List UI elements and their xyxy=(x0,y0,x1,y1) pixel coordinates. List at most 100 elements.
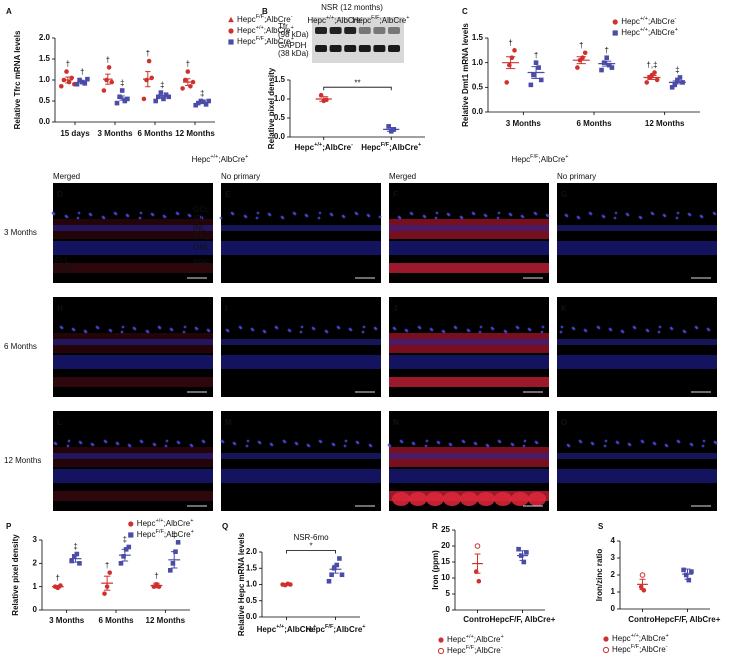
nucleus xyxy=(263,330,267,334)
point xyxy=(161,96,166,102)
nucleus xyxy=(474,442,478,446)
panel-letter: B xyxy=(262,7,268,16)
micrograph xyxy=(51,183,213,283)
legend-label: HepcF/F;AlbCre+ xyxy=(137,529,194,539)
layer-label: GCL xyxy=(193,205,210,214)
text-part: Hepc xyxy=(137,519,156,528)
nucleus xyxy=(479,325,483,329)
band xyxy=(329,45,342,52)
nucleus xyxy=(653,442,657,446)
point xyxy=(516,546,521,552)
annotation: ‡ xyxy=(172,530,176,539)
legend-marker xyxy=(228,16,234,23)
text-part: ;AlbCre xyxy=(333,625,362,634)
ft-l-signal xyxy=(53,377,213,387)
nucleus xyxy=(153,443,157,447)
point xyxy=(504,80,510,85)
y-tick-label: 1.5 xyxy=(472,33,484,42)
dapi-signal xyxy=(389,339,549,345)
nucleus xyxy=(626,213,630,217)
band xyxy=(388,27,400,34)
nucleus xyxy=(484,214,488,218)
layer-label: IPL xyxy=(193,214,206,223)
nucleus xyxy=(478,330,482,334)
nucleus xyxy=(675,216,679,220)
superscript: F/F xyxy=(256,36,265,42)
nucleus xyxy=(695,326,699,330)
superscript: F/F xyxy=(466,645,475,651)
superscript: - xyxy=(666,644,668,650)
nucleus xyxy=(182,330,186,334)
nucleus xyxy=(126,214,130,218)
annotation: † xyxy=(604,46,608,55)
lane-label: HepcF/F;AlbCre+ xyxy=(352,15,409,25)
nucleus xyxy=(658,325,662,329)
column-header: Merged xyxy=(389,172,416,181)
nucleus xyxy=(613,216,617,220)
dapi-signal xyxy=(557,469,717,483)
nucleus xyxy=(577,216,581,220)
band xyxy=(388,45,400,52)
dapi-signal xyxy=(53,453,213,459)
micrograph xyxy=(557,183,717,283)
dapi-signal xyxy=(389,225,549,231)
nucleus xyxy=(646,329,650,333)
nucleus xyxy=(109,329,113,333)
nucleus xyxy=(138,216,142,220)
band xyxy=(358,45,371,52)
point xyxy=(146,58,152,64)
y-tick-label: 1.0 xyxy=(274,94,286,103)
nucleus xyxy=(560,325,564,329)
micrograph xyxy=(557,297,717,397)
text-part: ;AlbCre xyxy=(164,530,191,539)
panel-letter: I xyxy=(225,304,227,313)
nucleus xyxy=(522,444,526,448)
lane-label: Hepc+/+;AlbCre- xyxy=(307,15,362,25)
point xyxy=(114,100,120,106)
point xyxy=(158,90,164,95)
y-tick-label: 0.0 xyxy=(274,132,286,141)
nucleus xyxy=(146,330,150,334)
point xyxy=(170,561,176,566)
nucleus xyxy=(584,329,588,333)
dapi-signal xyxy=(389,453,549,459)
text-part: Hepc xyxy=(295,143,315,152)
legend-marker xyxy=(128,532,134,538)
superscript: + xyxy=(291,36,294,42)
nucleus xyxy=(614,211,618,215)
text-part: Hepc xyxy=(612,634,631,643)
text-part: ;AlbCre xyxy=(284,625,313,634)
nucleus xyxy=(430,328,434,332)
point xyxy=(326,578,332,584)
nucleus xyxy=(121,325,125,329)
dapi-signal xyxy=(557,355,717,369)
point xyxy=(689,569,694,574)
point xyxy=(536,65,541,70)
column-header: Merged xyxy=(53,172,80,181)
y-tick-label: 1 xyxy=(611,587,616,596)
nucleus xyxy=(151,213,155,217)
nucleus xyxy=(231,212,235,216)
legend-label: Hepc+/+;AlbCre- xyxy=(621,16,676,26)
y-tick-label: 4 xyxy=(611,536,616,545)
chart-title: NSR-6mo xyxy=(293,533,329,542)
superscript: +/+ xyxy=(631,633,639,639)
legend-marker xyxy=(612,19,618,25)
micrograph xyxy=(557,411,718,511)
nucleus xyxy=(435,211,439,215)
ft-l-signal xyxy=(494,492,512,506)
nucleus xyxy=(344,439,348,443)
nucleus xyxy=(288,329,292,333)
nucleus xyxy=(591,442,595,446)
point xyxy=(654,77,660,83)
nucleus xyxy=(567,444,571,448)
y-tick-label: 1.5 xyxy=(274,75,286,84)
panel-letter: S xyxy=(598,522,604,531)
ft-l-signal xyxy=(53,263,213,273)
superscript: +/+ xyxy=(466,634,474,640)
nucleus xyxy=(677,440,681,444)
annotation: † xyxy=(80,67,84,76)
image-background xyxy=(557,183,717,283)
dapi-signal xyxy=(557,241,717,255)
legend-marker xyxy=(603,636,609,642)
